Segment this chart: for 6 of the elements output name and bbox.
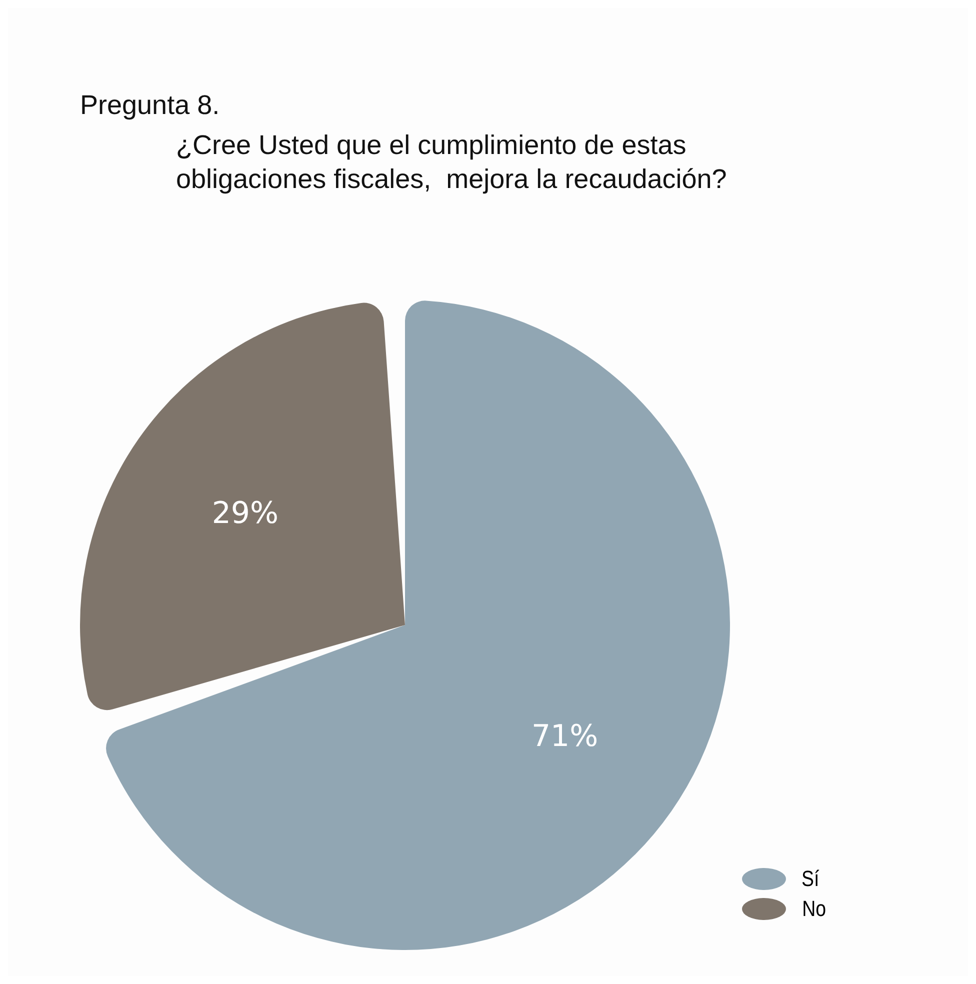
data-label: 71%	[531, 719, 598, 754]
data-label: 29%	[212, 496, 279, 531]
legend-label: Sí	[801, 866, 820, 892]
legend-label: No	[802, 896, 826, 922]
chart-subtitle: ¿Cree Usted que el cumplimiento de estas obligaciones fiscales, mejora la recaudación?	[176, 129, 728, 196]
chart-title: Pregunta 8.	[80, 90, 220, 121]
